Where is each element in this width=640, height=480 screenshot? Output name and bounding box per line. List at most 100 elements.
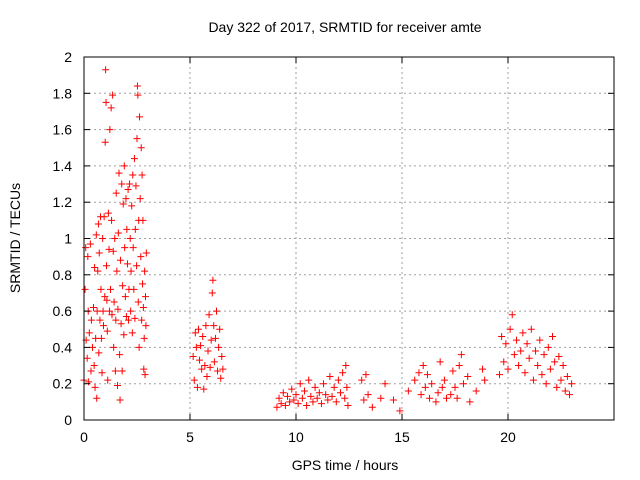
data-point bbox=[519, 329, 527, 337]
data-point bbox=[102, 262, 110, 270]
data-point bbox=[210, 322, 218, 330]
data-point bbox=[362, 371, 370, 379]
data-point bbox=[139, 216, 147, 224]
data-point bbox=[121, 293, 129, 301]
data-point bbox=[341, 394, 349, 402]
data-point bbox=[133, 262, 141, 270]
data-point bbox=[217, 374, 225, 382]
data-point bbox=[515, 362, 523, 370]
data-point bbox=[307, 392, 315, 400]
y-tick-label: 1 bbox=[64, 231, 72, 247]
data-point bbox=[210, 358, 218, 366]
data-point bbox=[432, 398, 440, 406]
data-point bbox=[551, 358, 559, 366]
data-point bbox=[140, 365, 148, 373]
data-point bbox=[326, 372, 334, 380]
data-point bbox=[215, 343, 223, 351]
data-point bbox=[565, 391, 573, 399]
data-point bbox=[90, 303, 98, 311]
data-point bbox=[527, 325, 535, 333]
data-point bbox=[118, 180, 126, 188]
data-point bbox=[114, 229, 122, 237]
data-point bbox=[111, 367, 119, 375]
data-point bbox=[87, 316, 95, 324]
data-point bbox=[121, 244, 129, 252]
data-point bbox=[86, 240, 94, 248]
data-point bbox=[459, 380, 467, 388]
data-point bbox=[110, 298, 118, 306]
x-tick-label: 10 bbox=[288, 429, 304, 445]
data-point bbox=[536, 336, 544, 344]
data-point bbox=[303, 401, 311, 409]
data-point bbox=[138, 171, 146, 179]
data-point bbox=[322, 391, 330, 399]
data-point bbox=[343, 383, 351, 391]
data-point bbox=[417, 391, 425, 399]
data-point bbox=[275, 394, 283, 402]
data-point bbox=[559, 362, 567, 370]
data-point bbox=[83, 354, 91, 362]
data-point bbox=[99, 235, 107, 242]
data-point bbox=[506, 325, 514, 333]
data-point bbox=[93, 307, 101, 315]
data-point bbox=[309, 398, 317, 406]
data-point bbox=[118, 367, 126, 375]
data-point bbox=[344, 401, 352, 409]
data-point bbox=[202, 322, 210, 330]
data-point bbox=[294, 400, 302, 408]
data-point bbox=[194, 325, 202, 333]
data-point bbox=[142, 322, 150, 330]
y-tick-label: 0.4 bbox=[53, 339, 73, 355]
x-tick-label: 15 bbox=[394, 429, 410, 445]
data-point bbox=[334, 376, 342, 384]
data-point bbox=[104, 376, 112, 384]
data-point bbox=[133, 82, 141, 90]
data-point bbox=[122, 195, 130, 203]
data-point bbox=[525, 354, 533, 362]
data-point bbox=[447, 391, 455, 399]
data-point bbox=[98, 369, 106, 377]
data-point bbox=[434, 389, 442, 397]
data-point bbox=[110, 343, 118, 351]
data-point bbox=[85, 378, 93, 386]
data-point bbox=[423, 371, 431, 379]
data-point bbox=[472, 387, 480, 395]
data-point bbox=[100, 213, 108, 221]
data-point bbox=[193, 383, 201, 391]
data-point bbox=[137, 253, 145, 261]
x-axis-label: GPS time / hours bbox=[292, 457, 399, 473]
data-point bbox=[298, 394, 306, 402]
x-tick-label: 0 bbox=[80, 429, 88, 445]
data-point bbox=[141, 293, 149, 301]
chart-title: Day 322 of 2017, SRMTID for receiver amt… bbox=[208, 19, 481, 35]
data-point bbox=[116, 256, 124, 264]
data-point bbox=[128, 202, 136, 210]
data-point bbox=[320, 380, 328, 388]
data-point bbox=[204, 347, 212, 355]
data-point bbox=[457, 351, 465, 359]
data-point bbox=[364, 391, 372, 399]
data-point bbox=[538, 371, 546, 379]
data-point bbox=[421, 383, 429, 391]
data-point bbox=[113, 382, 121, 390]
y-tick-label: 1.8 bbox=[53, 85, 73, 101]
data-point bbox=[91, 264, 99, 272]
data-point bbox=[138, 316, 146, 324]
data-point bbox=[101, 293, 109, 301]
data-point bbox=[449, 367, 457, 375]
data-point bbox=[466, 398, 474, 406]
data-point bbox=[87, 367, 95, 375]
data-point bbox=[532, 347, 540, 355]
data-point bbox=[546, 365, 554, 373]
data-point bbox=[109, 91, 117, 99]
data-point bbox=[117, 320, 125, 328]
data-point bbox=[126, 180, 134, 188]
data-point bbox=[292, 391, 300, 399]
y-tick-label: 0.8 bbox=[53, 267, 73, 283]
data-point bbox=[521, 369, 529, 377]
data-point bbox=[455, 362, 463, 370]
data-point bbox=[136, 195, 144, 203]
data-point bbox=[99, 307, 107, 315]
data-point bbox=[464, 372, 472, 380]
